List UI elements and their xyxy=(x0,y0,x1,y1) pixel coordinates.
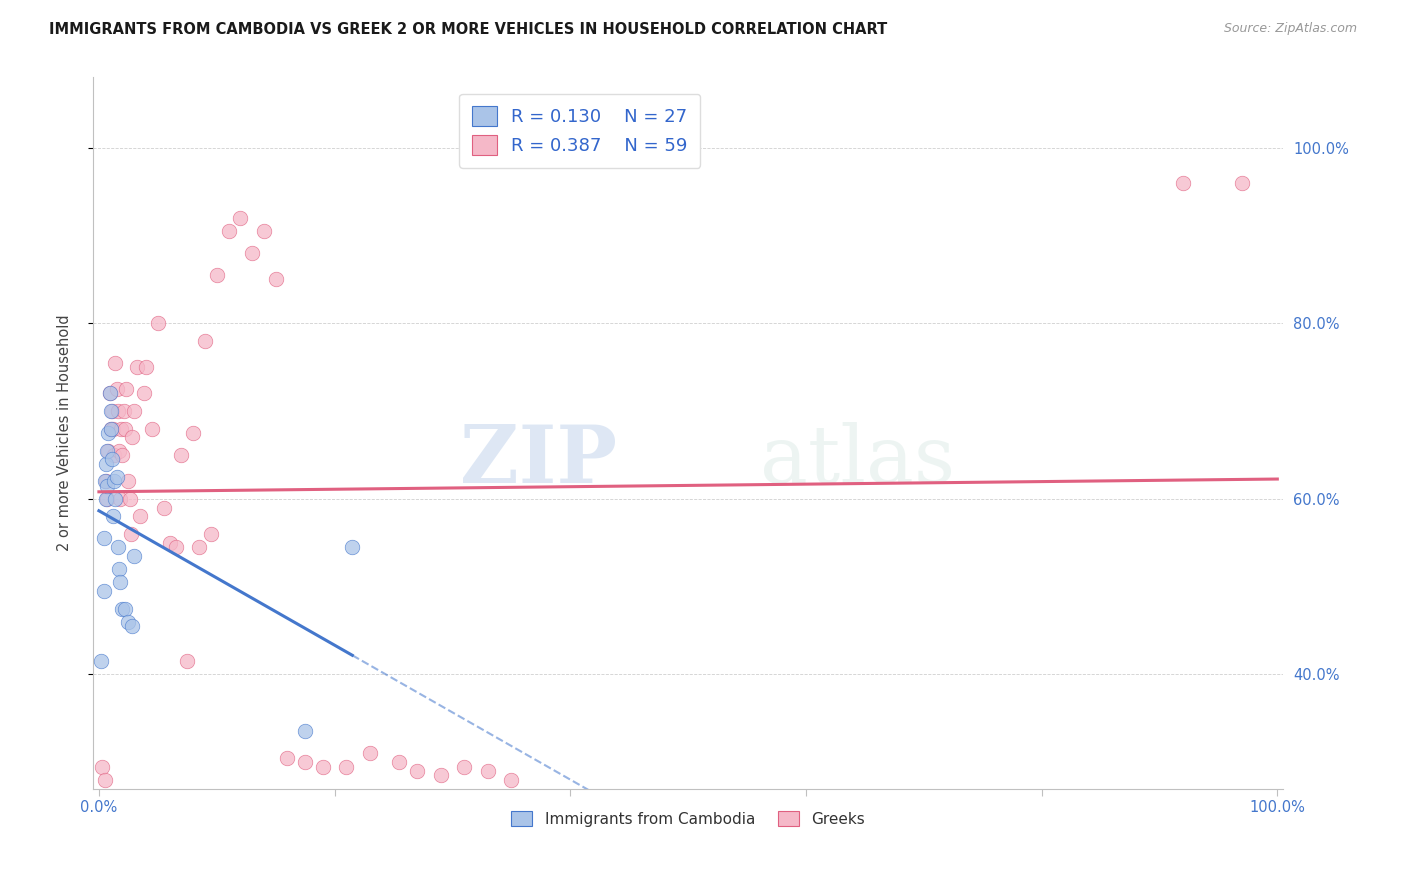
Point xyxy=(100,421,122,435)
Point xyxy=(121,430,143,444)
Point xyxy=(501,772,523,787)
Point xyxy=(101,509,124,524)
Point xyxy=(312,759,335,773)
Point xyxy=(218,224,240,238)
Point xyxy=(388,755,411,769)
Text: ZIP: ZIP xyxy=(460,423,617,500)
Point xyxy=(103,475,125,489)
Point xyxy=(97,443,120,458)
Point xyxy=(93,584,115,599)
Point xyxy=(96,478,118,492)
Point xyxy=(94,772,117,787)
Point xyxy=(240,246,263,260)
Point xyxy=(188,540,211,554)
Point xyxy=(229,211,252,225)
Point xyxy=(294,755,316,769)
Point xyxy=(107,540,129,554)
Point xyxy=(205,268,228,282)
Point xyxy=(111,448,134,462)
Point xyxy=(104,491,127,506)
Point xyxy=(253,224,276,238)
Point xyxy=(111,601,134,615)
Point xyxy=(122,549,145,563)
Point xyxy=(359,747,381,761)
Point xyxy=(165,540,187,554)
Point xyxy=(120,527,142,541)
Point xyxy=(132,386,155,401)
Point xyxy=(110,421,132,435)
Point xyxy=(129,509,152,524)
Point xyxy=(342,540,364,554)
Point xyxy=(200,527,222,541)
Point xyxy=(94,491,117,506)
Text: IMMIGRANTS FROM CAMBODIA VS GREEK 2 OR MORE VEHICLES IN HOUSEHOLD CORRELATION CH: IMMIGRANTS FROM CAMBODIA VS GREEK 2 OR M… xyxy=(49,22,887,37)
Point xyxy=(122,404,145,418)
Point xyxy=(1171,176,1194,190)
Point xyxy=(105,470,128,484)
Point xyxy=(114,601,136,615)
Point xyxy=(276,751,298,765)
Point xyxy=(429,768,451,782)
Point xyxy=(112,404,135,418)
Point xyxy=(94,457,117,471)
Point xyxy=(96,491,118,506)
Point xyxy=(406,764,429,778)
Point xyxy=(100,421,122,435)
Point xyxy=(105,382,128,396)
Point xyxy=(117,615,139,629)
Point xyxy=(115,382,138,396)
Point xyxy=(264,272,287,286)
Point xyxy=(453,759,475,773)
Point xyxy=(104,356,127,370)
Point xyxy=(159,535,181,549)
Point xyxy=(108,575,131,590)
Point xyxy=(91,759,114,773)
Y-axis label: 2 or more Vehicles in Household: 2 or more Vehicles in Household xyxy=(58,315,72,551)
Point xyxy=(294,724,316,739)
Point xyxy=(101,452,124,467)
Point xyxy=(141,421,163,435)
Text: Source: ZipAtlas.com: Source: ZipAtlas.com xyxy=(1223,22,1357,36)
Point xyxy=(121,619,143,633)
Point xyxy=(477,764,499,778)
Point xyxy=(96,443,118,458)
Point xyxy=(98,386,121,401)
Point xyxy=(100,404,122,418)
Point xyxy=(135,360,157,375)
Point xyxy=(125,360,148,375)
Point xyxy=(152,500,174,515)
Point xyxy=(114,421,136,435)
Point xyxy=(118,491,141,506)
Point xyxy=(170,448,193,462)
Point xyxy=(108,443,131,458)
Point xyxy=(97,425,120,440)
Point xyxy=(1230,176,1253,190)
Point xyxy=(108,491,131,506)
Point xyxy=(194,334,217,348)
Point xyxy=(146,316,169,330)
Point xyxy=(101,421,124,435)
Point xyxy=(335,759,357,773)
Point xyxy=(98,386,121,401)
Point xyxy=(107,404,129,418)
Text: atlas: atlas xyxy=(759,423,955,500)
Point xyxy=(101,404,124,418)
Legend: Immigrants from Cambodia, Greeks: Immigrants from Cambodia, Greeks xyxy=(503,803,873,834)
Point xyxy=(94,475,117,489)
Point xyxy=(94,475,117,489)
Point xyxy=(108,562,131,576)
Point xyxy=(93,532,115,546)
Point xyxy=(117,475,139,489)
Point xyxy=(103,448,125,462)
Point xyxy=(181,425,204,440)
Point xyxy=(176,654,198,668)
Point xyxy=(90,654,112,668)
